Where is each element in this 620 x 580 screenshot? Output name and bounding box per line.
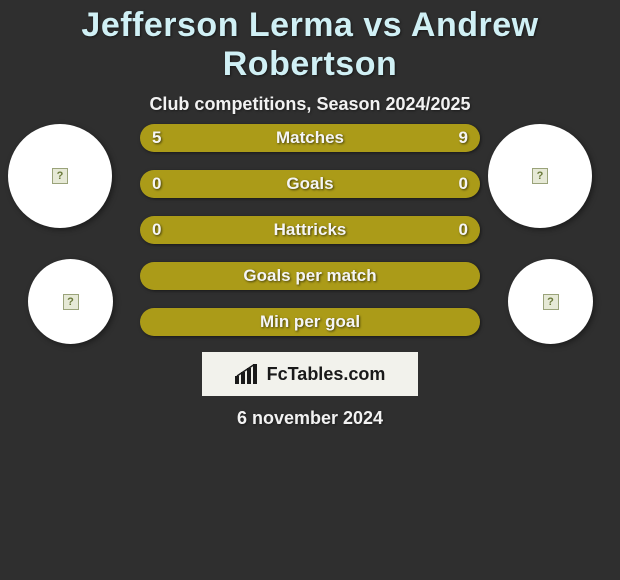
image-placeholder-icon xyxy=(543,294,559,310)
brand-badge: FcTables.com xyxy=(202,352,418,396)
stat-label: Goals xyxy=(140,170,480,198)
brand-text: FcTables.com xyxy=(267,364,386,385)
stat-value-a: 5 xyxy=(152,124,161,152)
stat-value-b: 0 xyxy=(459,216,468,244)
image-placeholder-icon xyxy=(532,168,548,184)
stat-row: Hattricks0 0 xyxy=(140,216,480,244)
page-subtitle: Club competitions, Season 2024/2025 xyxy=(0,94,620,115)
stat-label: Hattricks xyxy=(140,216,480,244)
avatar-player-a-top xyxy=(8,124,112,228)
stat-row: Matches5 9 xyxy=(140,124,480,152)
stat-value-a: 0 xyxy=(152,170,161,198)
avatar-player-a-bot xyxy=(28,259,113,344)
page-title: Jefferson Lerma vs Andrew Robertson xyxy=(0,0,620,84)
stat-value-a: 0 xyxy=(152,216,161,244)
image-placeholder-icon xyxy=(52,168,68,184)
stat-label: Min per goal xyxy=(140,308,480,336)
avatar-player-b-bot xyxy=(508,259,593,344)
bar-chart-icon xyxy=(235,364,261,384)
stat-label: Goals per match xyxy=(140,262,480,290)
stat-value-b: 9 xyxy=(459,124,468,152)
stat-row: Goals0 0 xyxy=(140,170,480,198)
avatar-player-b-top xyxy=(488,124,592,228)
stat-row: Goals per match xyxy=(140,262,480,290)
footer-date: 6 november 2024 xyxy=(0,408,620,429)
comparison-card: Jefferson Lerma vs Andrew Robertson Club… xyxy=(0,0,620,580)
stats-area: Matches59Goals00Hattricks00Goals per mat… xyxy=(140,124,480,354)
stat-label: Matches xyxy=(140,124,480,152)
stat-row: Min per goal xyxy=(140,308,480,336)
stat-value-b: 0 xyxy=(459,170,468,198)
image-placeholder-icon xyxy=(63,294,79,310)
